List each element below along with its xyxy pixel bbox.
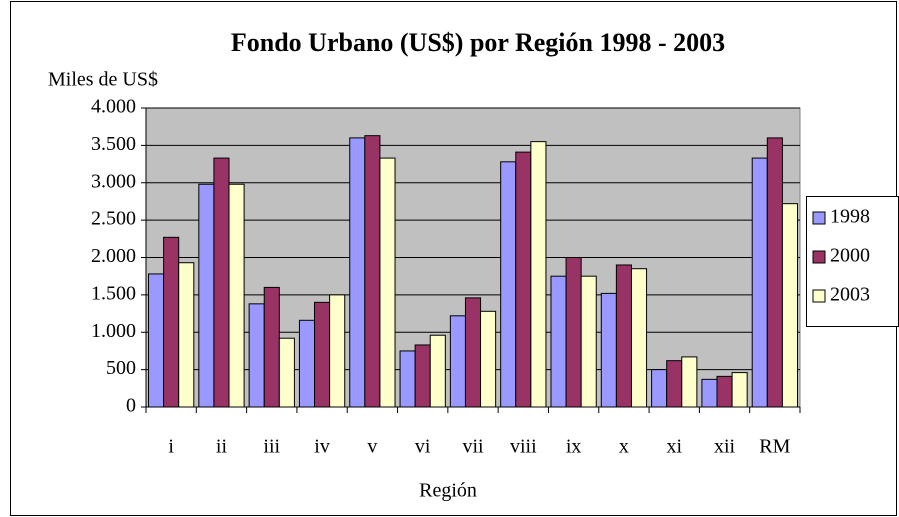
bar (480, 310, 497, 408)
legend-swatch (812, 289, 826, 303)
x-tick-label: xi (666, 436, 682, 458)
bar (278, 337, 295, 408)
bar (651, 369, 668, 408)
bar (349, 137, 366, 408)
y-tick-label: 2.500 (91, 208, 136, 230)
x-tick-label: x (619, 436, 629, 458)
bar (515, 151, 532, 408)
bar (198, 183, 215, 408)
bar (565, 257, 582, 408)
bar (449, 315, 466, 408)
bar (530, 141, 547, 408)
bar (248, 303, 265, 408)
bar (550, 275, 567, 408)
bar (148, 273, 165, 408)
bar (580, 275, 597, 408)
chart-title: Fondo Urbano (US$) por Región 1998 - 200… (231, 28, 725, 57)
x-tick-label: RM (759, 436, 790, 458)
y-tick-label: 1.000 (91, 320, 136, 342)
x-tick-label: vi (415, 436, 431, 458)
y-tick-label: 2.000 (91, 245, 136, 267)
bar (329, 294, 346, 408)
y-axis-label: Miles de US$ (48, 69, 158, 91)
x-tick-label: vii (462, 436, 484, 458)
legend-label: 1998 (830, 206, 870, 228)
bar (615, 264, 632, 408)
bar (716, 375, 733, 408)
bar (766, 137, 783, 408)
bar (701, 378, 718, 408)
bar (666, 360, 683, 408)
bar (464, 297, 482, 408)
bar (751, 157, 768, 408)
y-tick-label: 500 (106, 357, 136, 379)
x-tick-label: ix (566, 436, 582, 458)
bar (228, 183, 245, 408)
bar (781, 203, 798, 408)
x-tick-label: i (168, 436, 174, 458)
y-tick-label: 1.500 (91, 282, 136, 304)
bar (630, 268, 648, 408)
bar (600, 292, 617, 408)
bar (364, 135, 381, 408)
bar (500, 161, 517, 408)
bar (314, 301, 331, 408)
bar (263, 286, 280, 408)
y-tick-label: 3.000 (91, 170, 136, 192)
legend-label: 2003 (830, 284, 870, 306)
y-tick-label: 0 (126, 395, 136, 417)
bar (414, 344, 431, 408)
legend-swatch (812, 250, 826, 264)
bar (429, 334, 446, 408)
bar (379, 157, 396, 408)
bar (213, 157, 230, 408)
x-tick-label: v (367, 436, 377, 458)
y-tick-label: 4.000 (91, 96, 136, 118)
x-tick-label: iv (314, 436, 330, 458)
bar (399, 350, 416, 408)
bar (731, 372, 748, 408)
x-axis-label: Región (419, 480, 477, 502)
bar (681, 356, 698, 408)
y-tick-label: 3.500 (91, 133, 136, 155)
x-tick-label: iii (263, 436, 280, 458)
x-tick-label: viii (510, 436, 537, 458)
bar (163, 236, 180, 408)
x-tick-label: xii (714, 436, 736, 458)
legend-label: 2000 (830, 245, 870, 267)
x-tick-label: ii (216, 436, 228, 458)
bar (178, 262, 195, 408)
legend-swatch (812, 211, 826, 225)
bar (298, 319, 316, 408)
